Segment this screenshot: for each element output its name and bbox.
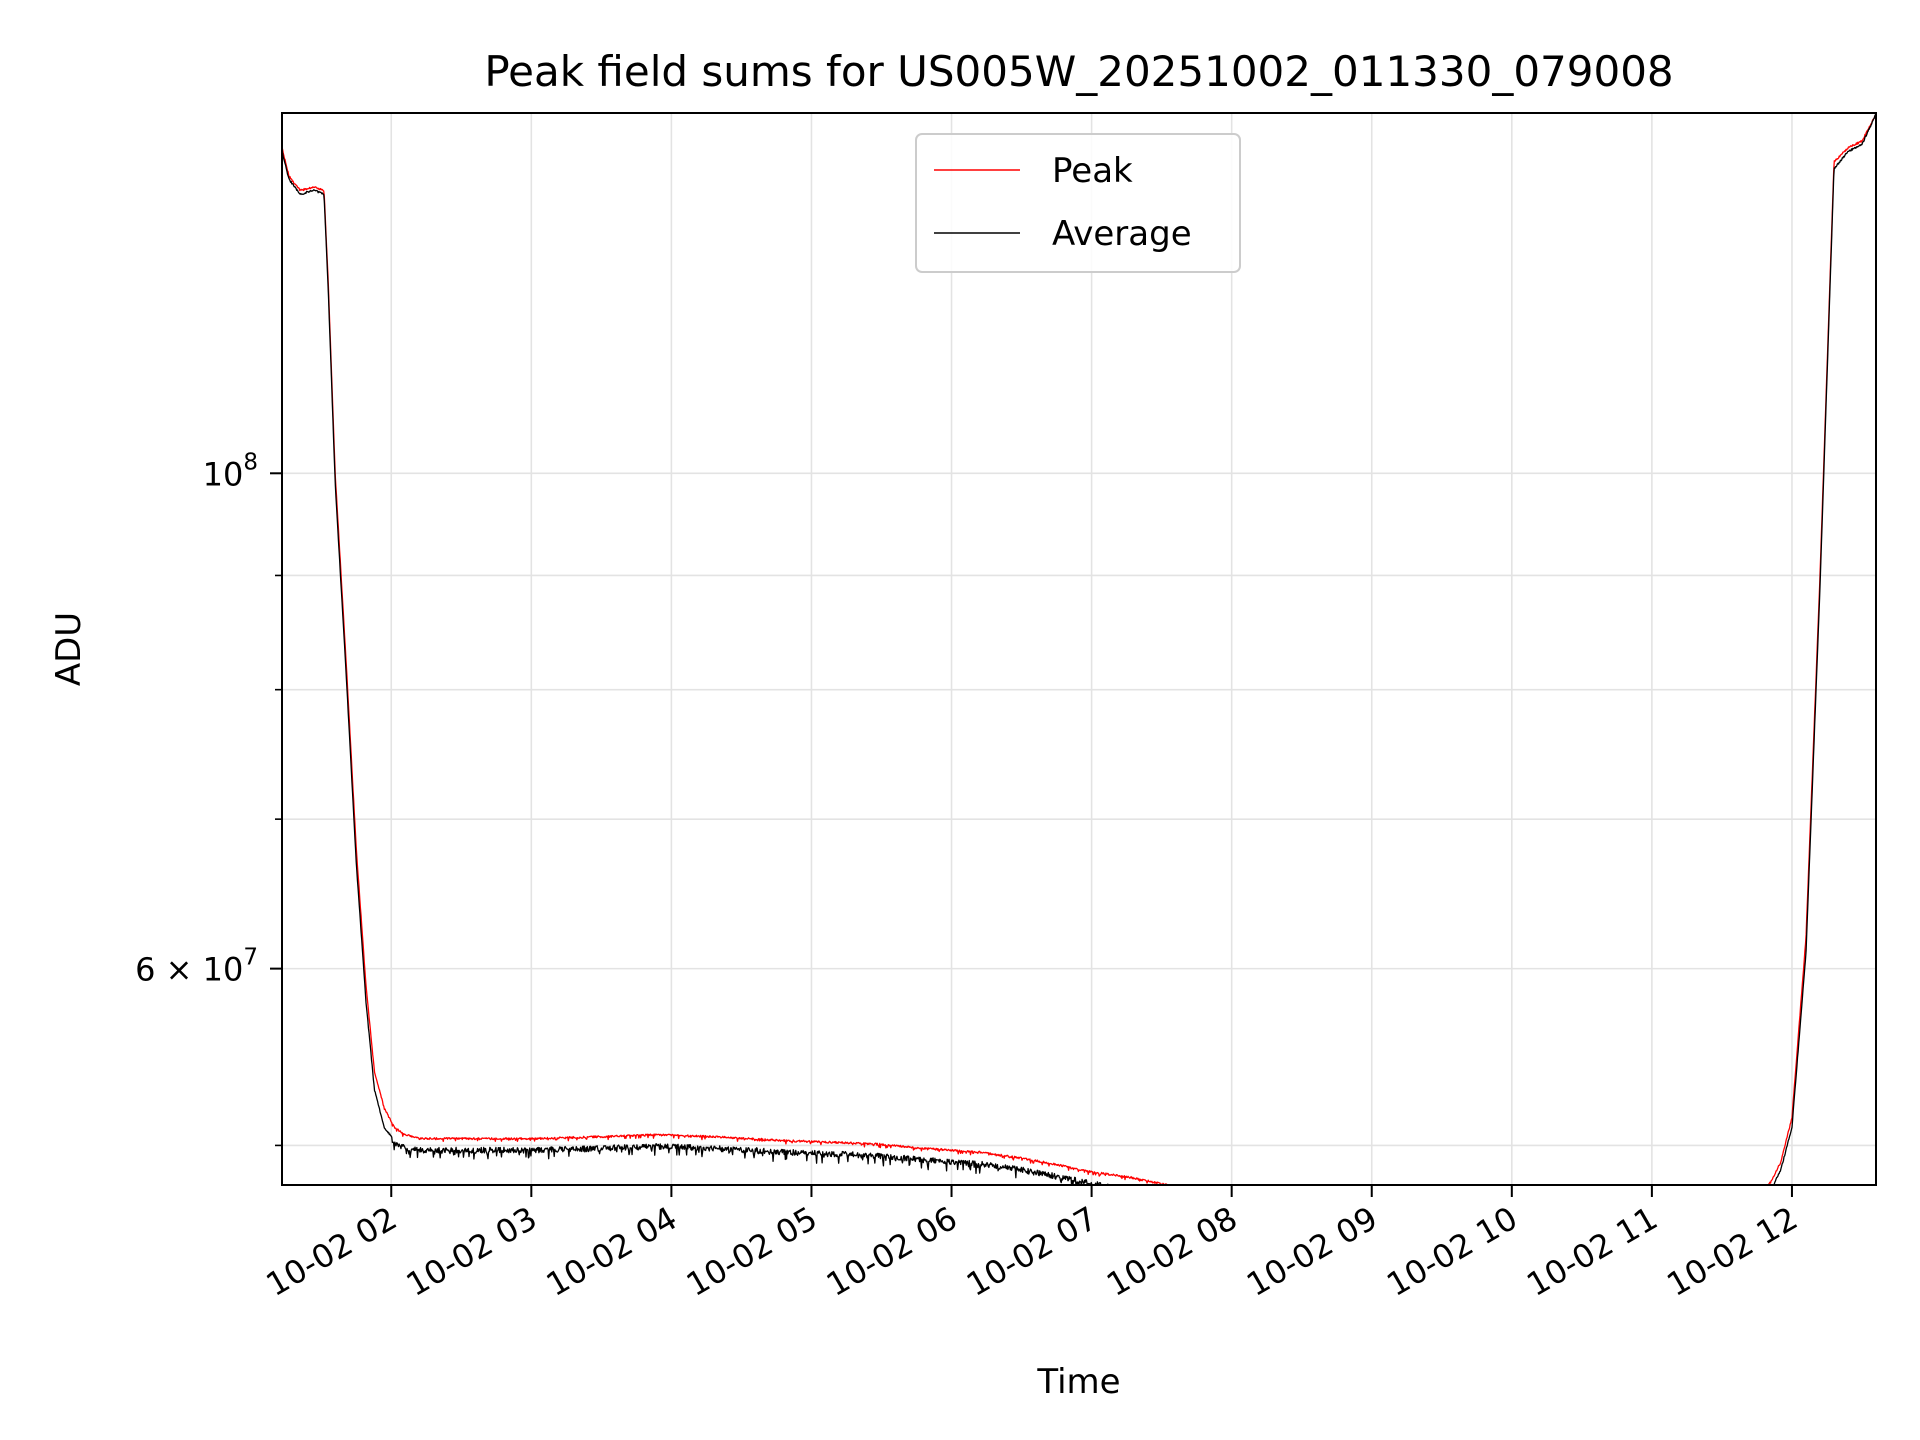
- legend-label-average: Average: [1052, 214, 1192, 254]
- x-axis-label: Time: [1036, 1362, 1120, 1402]
- grid: [282, 113, 1876, 1185]
- chart-title: Peak field sums for US005W_20251002_0113…: [484, 47, 1673, 96]
- y-axis-label: ADU: [49, 612, 89, 686]
- y-tick-label: 108: [203, 449, 258, 493]
- legend-label-peak: Peak: [1052, 151, 1133, 191]
- legend-box: [915, 133, 1241, 273]
- y-tick-label: 6 × 107: [135, 945, 258, 989]
- plot-frame: [281, 112, 1877, 1186]
- series-line-peak: [282, 113, 1876, 1185]
- legend: Peak Average: [915, 133, 1241, 273]
- y-axis: 108 6 × 107: [135, 449, 282, 1147]
